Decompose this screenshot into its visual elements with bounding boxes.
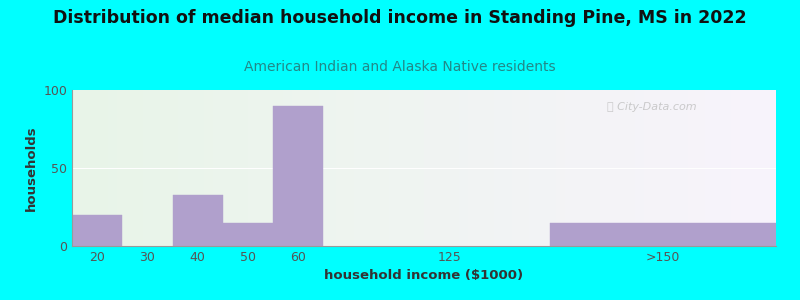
Bar: [223, 223, 273, 246]
X-axis label: household income ($1000): household income ($1000): [325, 269, 523, 282]
Bar: [273, 106, 323, 246]
Text: ⓘ City-Data.com: ⓘ City-Data.com: [607, 103, 697, 112]
Text: American Indian and Alaska Native residents: American Indian and Alaska Native reside…: [244, 60, 556, 74]
Y-axis label: households: households: [25, 125, 38, 211]
Bar: [550, 223, 776, 246]
Text: Distribution of median household income in Standing Pine, MS in 2022: Distribution of median household income …: [53, 9, 747, 27]
Bar: [72, 215, 122, 246]
Bar: [173, 194, 223, 246]
